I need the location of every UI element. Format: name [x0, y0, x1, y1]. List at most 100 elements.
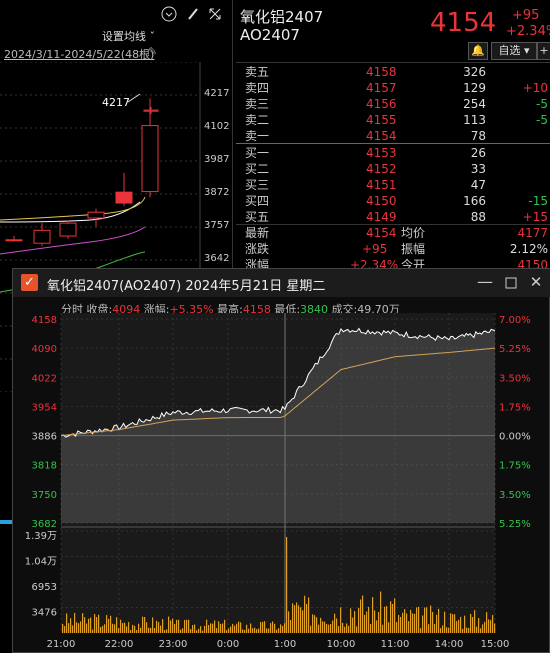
volume-bar [224, 619, 226, 633]
change-label: 涨跌 [245, 242, 270, 256]
order-book-row[interactable]: 买三 4151 47 [236, 177, 550, 193]
ma-line-white [0, 201, 141, 223]
volume-bar [322, 621, 324, 633]
time-axis-label: 1:00 [274, 639, 296, 650]
candlestick[interactable] [143, 109, 159, 112]
volume-bar [360, 599, 362, 633]
volume-bar [400, 616, 402, 633]
order-book-row[interactable]: 卖四 4157 129 +10 [236, 80, 550, 96]
kline-range-label[interactable]: 2024/3/11-2024/5/22(48根) [4, 48, 155, 61]
order-book-price: 4157 [366, 81, 397, 95]
volume-bar [80, 621, 82, 633]
divider [236, 62, 550, 63]
volume-bar [242, 629, 244, 633]
volume-bar [342, 622, 344, 633]
volume-bar [136, 630, 138, 633]
order-book-change: -5 [536, 113, 548, 127]
candlestick[interactable] [33, 229, 51, 244]
order-book-volume: 47 [470, 178, 486, 192]
order-book-row[interactable]: 买四 4150 166 -15 [236, 193, 550, 209]
volume-bar [268, 628, 270, 633]
expand-icon[interactable] [206, 6, 224, 24]
chevron-down-icon[interactable] [160, 6, 178, 24]
stat-row: 涨跌 +95 振幅 2.12% [236, 241, 550, 257]
minimize-icon[interactable]: — [477, 272, 493, 291]
popup-titlebar[interactable]: ✓ 氧化铝2407(AO2407) 2024年5月21日 星期二 — ✕ [13, 269, 550, 297]
volume-bar [222, 623, 224, 633]
ma-settings-button[interactable]: 设置均线 ˇ [102, 28, 155, 44]
candlestick[interactable] [115, 191, 133, 204]
volume-bar [100, 627, 102, 633]
volume-bar [398, 614, 400, 633]
volume-bar [206, 619, 208, 633]
volume-bar [82, 613, 84, 633]
volume-bar [286, 537, 288, 633]
volume-bar [62, 624, 64, 633]
volume-bar [488, 619, 490, 633]
candlestick[interactable] [87, 211, 105, 219]
candlestick[interactable] [5, 239, 23, 242]
volume-bar [200, 626, 202, 633]
price-axis-label: 4090 [32, 344, 57, 355]
volume-bar [110, 615, 112, 633]
volume-bar [384, 606, 386, 633]
watchlist-button[interactable]: 自选 ▾ [491, 42, 537, 60]
order-book-volume: 129 [463, 81, 486, 95]
volume-bar [330, 624, 332, 633]
volume-bar [430, 605, 432, 633]
latest-label: 最新 [245, 226, 270, 240]
restore-icon[interactable] [501, 273, 521, 293]
divider [236, 224, 550, 225]
order-book-price: 4156 [366, 97, 397, 111]
order-book-change: -5 [536, 97, 548, 111]
order-book-label: 买四 [245, 194, 270, 208]
volume-bar [388, 622, 390, 633]
volume-bar [484, 621, 486, 633]
popup-title: 氧化铝2407(AO2407) 2024年5月21日 星期二 [47, 279, 326, 294]
price-area-fill [61, 328, 495, 523]
pct-axis-label: 0.00% [499, 432, 531, 443]
order-book-row[interactable]: 买五 4149 88 +15 [236, 209, 550, 225]
brush-icon[interactable] [184, 6, 202, 24]
close-icon[interactable]: ✕ [529, 273, 543, 291]
volume-bar [464, 615, 466, 633]
order-book-volume: 254 [463, 97, 486, 111]
volume-bar [462, 628, 464, 633]
info-change: +5.35% [169, 303, 214, 316]
price-change: +95 [512, 8, 540, 23]
volume-bar [364, 614, 366, 633]
ask-bid-divider [236, 143, 550, 144]
volume-bar [232, 623, 234, 633]
volume-bar [258, 628, 260, 633]
time-axis-label: 14:00 [435, 639, 464, 650]
add-icon[interactable]: + [537, 42, 550, 60]
volume-bar [440, 628, 442, 633]
order-book-row[interactable]: 买一 4153 26 [236, 145, 550, 161]
volume-bar [74, 612, 76, 633]
volume-bar [312, 614, 314, 633]
volume-bar [68, 623, 70, 633]
candlestick[interactable] [141, 125, 159, 193]
order-book-row[interactable]: 卖一 4154 78 [236, 128, 550, 144]
pin-icon[interactable]: ✎ [148, 45, 158, 58]
order-book-row[interactable]: 卖三 4156 254 -5 [236, 96, 550, 112]
volume-bar [246, 624, 248, 633]
volume-bar [302, 610, 304, 633]
bell-icon[interactable]: 🔔 [468, 42, 488, 60]
volume-bar [376, 620, 378, 633]
pct-axis-label: 3.50% [499, 373, 531, 384]
volume-bar [472, 616, 474, 633]
order-book-price: 4150 [366, 194, 397, 208]
order-book-price: 4149 [366, 210, 397, 224]
order-book-change: -15 [528, 194, 548, 208]
latest-value: 4154 [366, 226, 397, 240]
pct-axis-label: 5.25% [499, 519, 531, 530]
order-book-row[interactable]: 卖二 4155 113 -5 [236, 112, 550, 128]
order-book-row[interactable]: 卖五 4158 326 [236, 64, 550, 80]
volume-bar [84, 617, 86, 633]
pct-axis-label: 3.50% [499, 490, 531, 501]
volume-bar [158, 622, 160, 633]
order-book-row[interactable]: 买二 4152 33 [236, 161, 550, 177]
candlestick[interactable] [59, 222, 77, 237]
volume-bar [416, 607, 418, 633]
